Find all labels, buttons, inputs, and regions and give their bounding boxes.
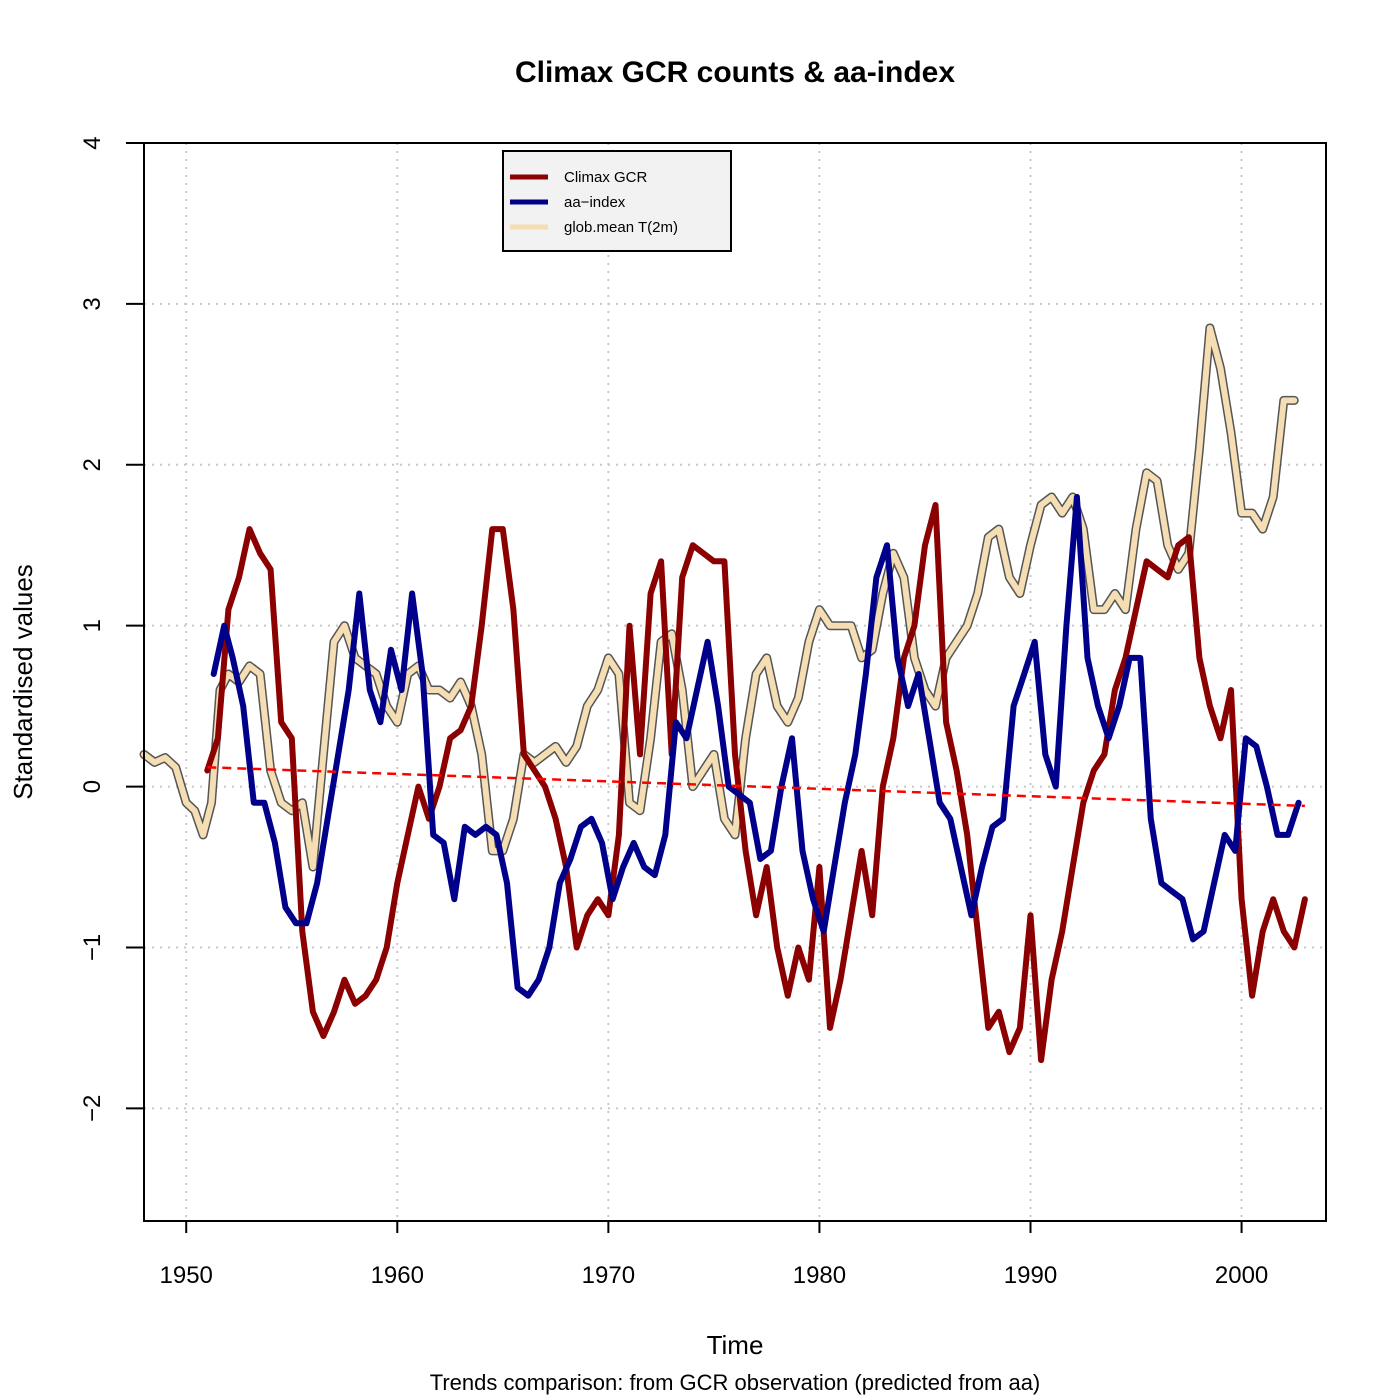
y-tick-label: −1: [79, 934, 106, 961]
series-line-aa-index: [210, 494, 1302, 999]
x-axis-label: Time: [707, 1330, 764, 1360]
y-tick-label: 2: [79, 458, 106, 471]
series-layer: [139, 323, 1308, 1064]
x-tick-label: 2000: [1215, 1262, 1268, 1289]
chart-title: Climax GCR counts & aa-index: [515, 56, 955, 89]
y-tick-label: −2: [79, 1095, 106, 1122]
x-axis: 1950 1960 1970 1980 1990 2000: [160, 1221, 1268, 1289]
y-tick-label: 0: [79, 780, 106, 793]
series-line-climax-gcr: [204, 502, 1308, 1064]
legend: Climax GCR aa−index glob.mean T(2m): [502, 150, 732, 252]
trend-line: [207, 766, 1305, 808]
x-tick-label: 1950: [160, 1262, 213, 1289]
y-tick-label: 3: [79, 297, 106, 310]
y-tick-label: 1: [79, 619, 106, 632]
x-tick-label: 1990: [1004, 1262, 1057, 1289]
series-line-temperature: [141, 325, 1298, 870]
x-tick-label: 1960: [371, 1262, 424, 1289]
legend-label-aa: aa−index: [564, 194, 626, 211]
y-axis: −2 −1 0 1 2 3 4: [79, 136, 144, 1122]
y-axis-label: Standardised values: [8, 564, 38, 800]
x-tick-label: 1980: [793, 1262, 846, 1289]
y-tick-label: 4: [79, 136, 106, 149]
plot-area-border: [143, 142, 1327, 1222]
x-tick-label: 1970: [582, 1262, 635, 1289]
legend-label-gcr: Climax GCR: [564, 169, 648, 186]
grid: [126, 142, 1326, 1221]
legend-label-temp: glob.mean T(2m): [564, 219, 678, 236]
subtitle: Trends comparison: from GCR observation …: [430, 1370, 1041, 1395]
